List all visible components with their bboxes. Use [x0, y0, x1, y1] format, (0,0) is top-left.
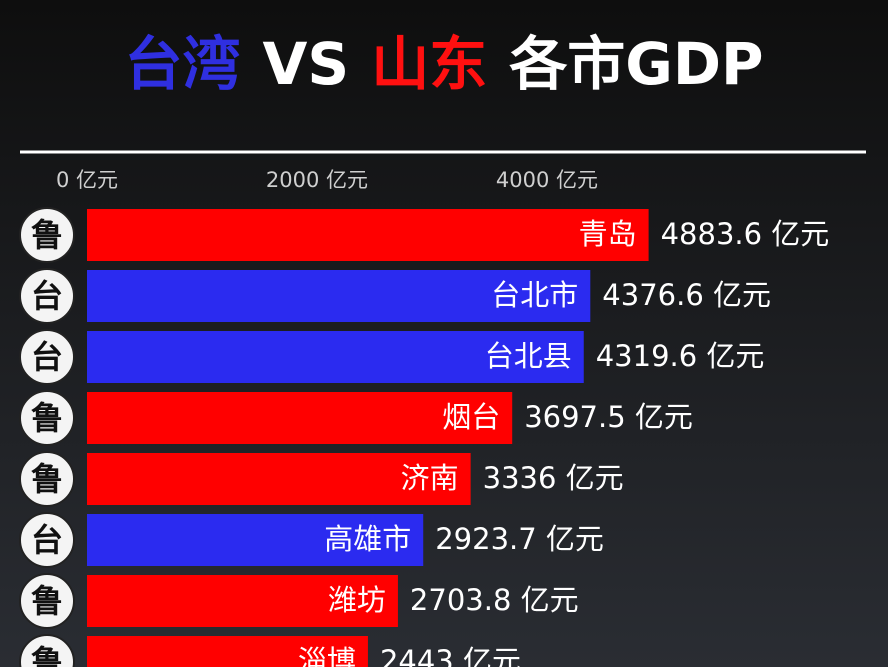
icon-label: 台	[31, 521, 63, 559]
bar	[87, 636, 368, 667]
category-label: 青岛	[579, 217, 637, 251]
value-label: 3697.5 亿元	[524, 400, 693, 434]
icon-badge	[19, 634, 75, 667]
icon-label: 鲁	[31, 643, 63, 667]
title-part: 各市GDP	[509, 30, 763, 98]
icon-label: 鲁	[31, 216, 63, 254]
value-label: 2703.8 亿元	[410, 583, 579, 617]
icon-label: 台	[31, 277, 63, 315]
icon-badge	[19, 329, 75, 385]
value-label: 2443 亿元	[380, 644, 521, 667]
bar	[87, 270, 591, 322]
value-label: 4319.6 亿元	[596, 339, 765, 373]
title-part: 台湾	[125, 30, 241, 98]
title-part: 山东	[371, 30, 487, 98]
icon-badge	[19, 573, 75, 629]
value-label: 4883.6 亿元	[661, 217, 830, 251]
x-tick-label: 4000 亿元	[496, 168, 598, 192]
value-label: 4376.6 亿元	[602, 278, 771, 312]
bar	[87, 331, 584, 383]
icon-label: 鲁	[31, 460, 63, 498]
x-tick-label: 2000 亿元	[266, 168, 368, 192]
icon-badge	[19, 207, 75, 263]
chart-title: 台湾 VS 山东 各市GDP	[125, 30, 764, 98]
icon-badge	[19, 451, 75, 507]
icon-badge	[19, 390, 75, 446]
icon-label: 台	[31, 338, 63, 376]
bar	[87, 514, 424, 566]
category-label: 潍坊	[328, 583, 386, 617]
category-label: 淄博	[298, 644, 356, 667]
icon-label: 鲁	[31, 582, 63, 620]
category-label: 烟台	[442, 400, 500, 434]
value-label: 2923.7 亿元	[435, 522, 604, 556]
icon-label: 鲁	[31, 399, 63, 437]
category-label: 济南	[401, 461, 459, 495]
category-label: 台北县	[485, 339, 572, 373]
title-part: VS	[263, 30, 350, 98]
icon-badge	[19, 268, 75, 324]
bar	[87, 392, 513, 444]
icon-badge	[19, 512, 75, 568]
bar	[87, 575, 398, 627]
bar	[87, 209, 649, 261]
category-label: 高雄市	[324, 522, 411, 556]
value-label: 3336 亿元	[483, 461, 624, 495]
bar	[87, 453, 471, 505]
category-label: 台北市	[491, 278, 578, 312]
x-tick-label: 0 亿元	[56, 168, 118, 192]
